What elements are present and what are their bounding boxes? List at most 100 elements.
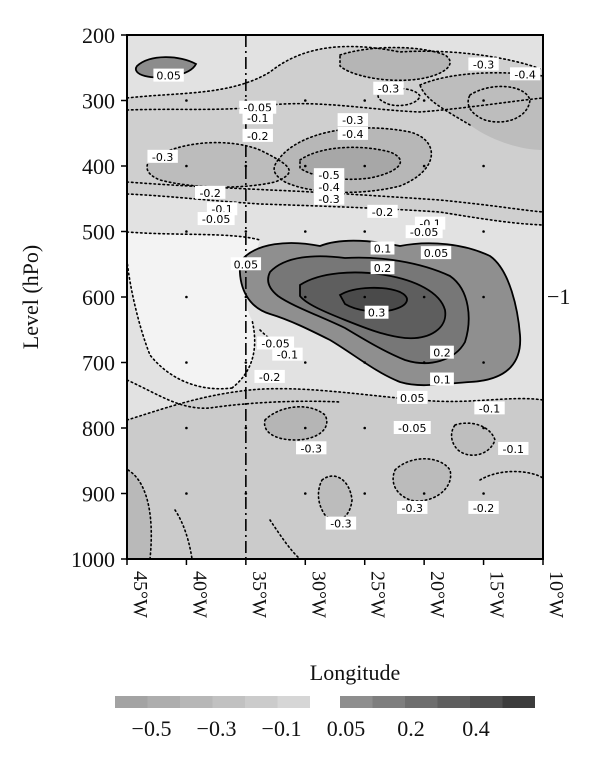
contour-label-bg [397,390,428,404]
grid-dot [185,230,188,233]
contour-label-text: 0.1 [433,374,451,387]
grid-dot [422,164,426,168]
contour-label-text: 0.2 [374,262,392,275]
contour-label: -0.1 [474,401,505,415]
side-annotation: −1 [547,284,570,309]
contour-label-bg [509,67,541,81]
contour-label-text: -0.3 [330,518,351,531]
grid-dot [363,361,367,364]
contour-line [127,45,543,99]
contour-label-text: -0.2 [372,206,393,219]
contour-label: -0.2 [242,128,273,143]
y-tick-label: 800 [82,416,115,441]
contour-label-bg [197,212,235,226]
contour-line [269,519,301,559]
contour-label: -0.2 [367,204,398,219]
grid-dot [303,295,307,299]
grid-dot [244,230,248,233]
contour-label-text: -0.5 [318,169,339,182]
x-tick-label: 40°W [188,571,210,618]
contour-label-text: -0.05 [261,338,289,351]
colorbar-label: −0.5 [132,716,172,741]
contour-label-bg [468,500,499,514]
x-tick-label: 20°W [426,571,448,618]
grid-dot [482,492,485,495]
contour-label-bg [370,241,395,255]
x-tick-label: 15°W [486,571,508,618]
contour-label-text: -0.05 [398,422,426,435]
contour-label-text: -0.3 [473,58,494,71]
contour-label-text: -0.4 [342,128,363,141]
contour-label: -0.2 [468,500,499,515]
contour-line [392,458,452,502]
x-axis: 45°W 40°W 35°W 30°W 25°W 20°W 15°W 10°W [126,559,567,618]
contour-label-bg [313,179,345,193]
y-axis-label: Level (hPo) [18,245,43,349]
contour-line [338,286,408,313]
contour-fill-near-zero [127,232,260,389]
contour-label: 0.05 [420,246,452,260]
grid-dot [482,99,485,102]
grid-dot [244,295,248,299]
y-axis: 200 300 400 500 600 700 800 900 1000 [71,23,127,572]
grid-dot [244,361,248,364]
contour-label-text: -0.2 [259,371,280,384]
colorbar-swatch [372,696,405,708]
contour-fill-lower-neg-03c [393,458,451,501]
colorbar-label: 0.2 [397,716,425,741]
contour-line [263,405,328,441]
contour-label-bg [367,204,398,218]
contour-label: 0.2 [370,261,395,275]
contour-label-bg [364,305,389,319]
grid-dot [363,295,367,299]
colorbar-label: 0.05 [327,716,366,741]
contour-label-text: -0.2 [247,130,268,143]
contour-label-bg [420,246,452,260]
contour-label: 0.05 [153,68,184,83]
grid-dot [185,426,188,430]
contour-fill-lower-neg [127,388,543,559]
contour-label-text: -0.1 [479,402,500,415]
y-tick-label: 500 [82,220,115,245]
contour-line [299,146,402,181]
contour-label: 0.05 [230,257,262,271]
contour-label: 0.05 [397,390,428,405]
contour-line [127,259,233,390]
plot-area: 0.05-0.3-0.4-0.3-0.05-0.1 -0.3-0.2 -0.4-0.… [71,23,567,618]
contour-label-bg [430,372,454,386]
contour-label: -0.1 [242,111,273,125]
grid-dot [244,164,248,168]
contour-label: 0.1 [370,241,395,256]
contour-label: 0.1 [430,372,454,387]
contour-line [377,87,421,107]
contour-label: -0.3 [373,81,404,96]
y-tick-label: 700 [82,351,115,376]
contour-line [238,239,522,387]
contour-label-text: -0.05 [202,213,230,226]
grid-dot [363,492,367,495]
colorbar-swatch [115,696,148,708]
grid-dot [422,295,426,299]
colorbar-label: −0.1 [262,716,302,741]
colorbar-swatch [470,696,503,708]
contour-line [127,379,341,409]
colorbar-swatch [212,696,245,708]
grid-dot [303,99,307,102]
contour-label-text: 0.2 [433,347,451,360]
contour-line [419,84,471,126]
y-tick-label: 600 [82,285,115,310]
colorbar: −0.5 −0.3 −0.1 0.05 0.2 0.4 [115,696,535,741]
contour-line [127,193,543,226]
contour-label-bg [325,516,357,530]
grid-dot [363,426,367,430]
contour-line [146,141,290,188]
contour-fill-positive-03 [340,287,407,312]
contour-label: -0.2 [254,369,285,384]
contour-line [479,470,543,481]
contour-label-bg [239,100,277,114]
contour-label-bg [296,441,327,455]
x-tick-label: 30°W [307,571,329,618]
contour-label: -0.3 [468,57,499,71]
contour-label-bg [272,347,303,361]
